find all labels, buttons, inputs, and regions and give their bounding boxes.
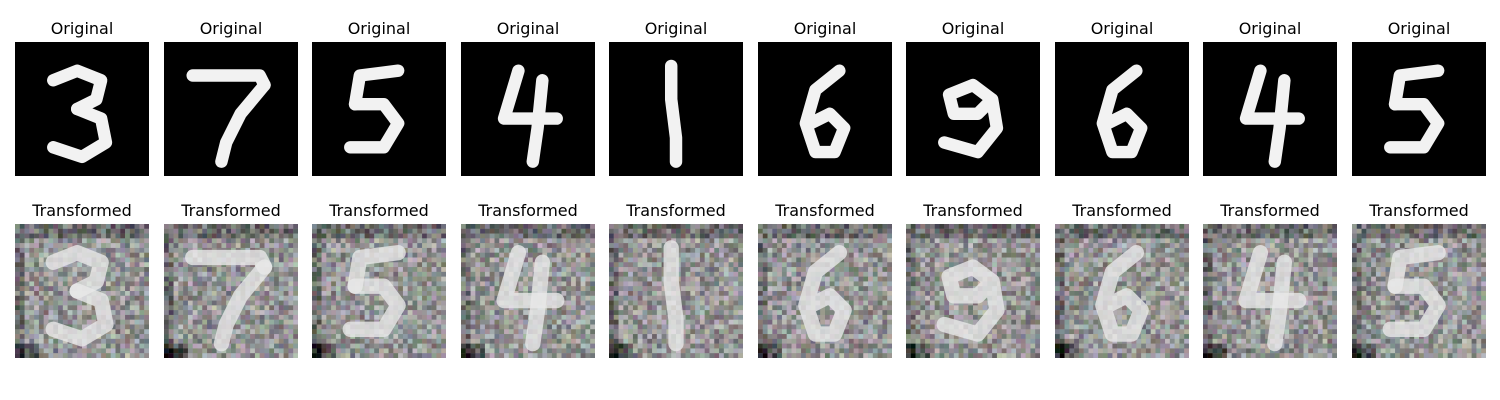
transformed-digit-image — [1055, 224, 1189, 358]
transformed-title: Transformed — [1369, 201, 1469, 220]
digit-stroke — [664, 59, 683, 168]
original-title: Original — [793, 19, 857, 38]
transformed-title: Transformed — [329, 201, 429, 220]
original-digit-image — [15, 42, 149, 176]
digit-stroke — [348, 64, 405, 111]
transformed-title: Transformed — [181, 201, 281, 220]
transformed-digit-image — [461, 224, 595, 358]
transformed-digit-image — [312, 224, 446, 358]
transformed-digit-image — [1352, 224, 1486, 358]
digit-stroke — [1268, 74, 1291, 168]
original-title: Original — [1238, 19, 1302, 38]
original-digit-image — [609, 42, 743, 176]
transformed-digit-image — [906, 224, 1040, 358]
digit-stroke — [1384, 97, 1445, 154]
original-title: Original — [50, 19, 114, 38]
original-digit-image — [312, 42, 446, 176]
original-digit-image — [164, 42, 298, 176]
original-digit-image — [1055, 42, 1189, 176]
digit-stroke — [347, 245, 406, 294]
original-title: Original — [199, 19, 263, 38]
transformed-title: Transformed — [626, 201, 726, 220]
original-title: Original — [496, 19, 560, 38]
digit-stroke — [1096, 64, 1148, 159]
original-digit-image — [1203, 42, 1337, 176]
digit-stroke — [47, 64, 108, 116]
original-digit-image — [461, 42, 595, 176]
original-digit-image — [758, 42, 892, 176]
transformed-title: Transformed — [1220, 201, 1320, 220]
digit-stroke — [663, 240, 684, 352]
digit-stroke — [938, 78, 1004, 159]
original-title: Original — [347, 19, 411, 38]
transformed-title: Transformed — [923, 201, 1023, 220]
digit-stroke — [45, 245, 109, 299]
original-digit-image — [906, 42, 1040, 176]
digit-stroke — [213, 259, 273, 352]
digit-stroke — [936, 259, 1005, 342]
digit-stroke — [45, 283, 114, 347]
digit-stroke — [1382, 278, 1446, 337]
digit-stroke — [1387, 245, 1446, 294]
transformed-digit-image — [164, 224, 298, 358]
digit-stroke — [799, 64, 851, 159]
digit-stroke — [344, 97, 405, 154]
transformed-digit-image — [609, 224, 743, 358]
digit-stroke — [525, 254, 551, 352]
transformed-title: Transformed — [775, 201, 875, 220]
original-title: Original — [1090, 19, 1154, 38]
digit-stroke — [215, 78, 271, 168]
digit-stroke — [1388, 64, 1445, 111]
original-digit-image — [1352, 42, 1486, 176]
original-title: Original — [1387, 19, 1451, 38]
transformed-title: Transformed — [478, 201, 578, 220]
transformed-digit-image — [15, 224, 149, 358]
image-background — [164, 42, 298, 176]
digit-stroke — [798, 245, 852, 342]
transformed-digit-image — [1203, 224, 1337, 358]
digit-stroke — [1267, 254, 1293, 352]
transformed-digit-image — [758, 224, 892, 358]
original-title: Original — [941, 19, 1005, 38]
digit-stroke — [47, 102, 113, 164]
digit-stroke — [1095, 245, 1149, 342]
original-title: Original — [644, 19, 708, 38]
transformed-title: Transformed — [32, 201, 132, 220]
transformed-title: Transformed — [1072, 201, 1172, 220]
digit-stroke — [342, 278, 406, 337]
digit-stroke — [526, 74, 549, 168]
